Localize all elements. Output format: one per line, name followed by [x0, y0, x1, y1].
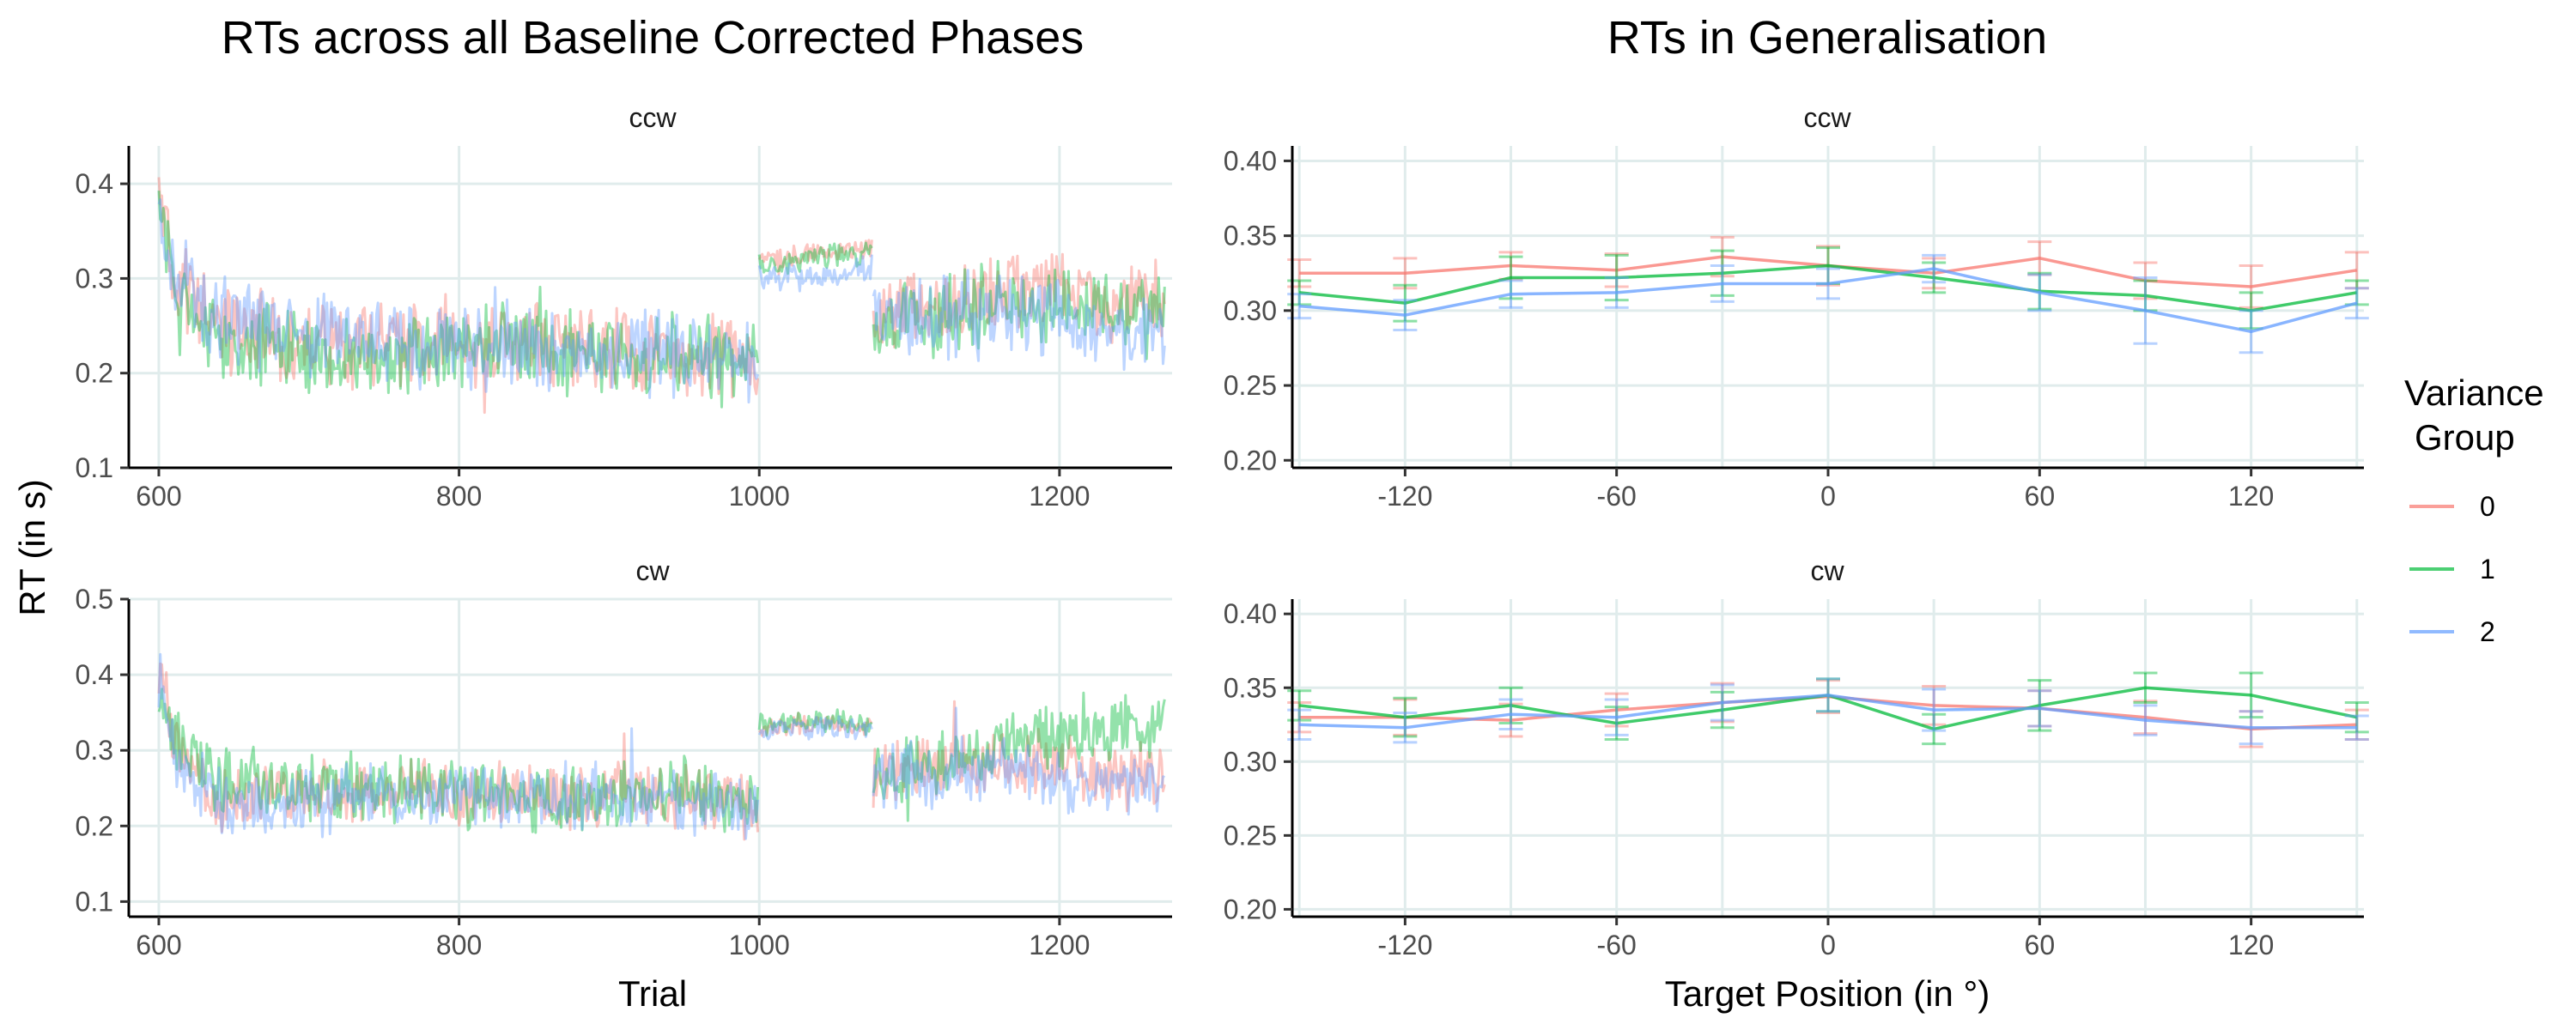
y-tick-label: 0.4	[76, 659, 113, 690]
line-series-2	[1299, 267, 2358, 334]
x-tick-label: -60	[1597, 930, 1637, 960]
panel-right-top: -120 -60 0 60 120 0.20 0.25 0.30 0.35 0.40	[1224, 145, 2369, 512]
x-tick-label: 60	[2025, 481, 2056, 512]
trace-series-0	[758, 712, 873, 737]
x-tick-label: 0	[1820, 930, 1836, 960]
y-tick-label: 0.20	[1224, 894, 1277, 924]
facet-label-left-top: ccw	[629, 102, 677, 133]
legend-title-line2: Group	[2415, 417, 2515, 457]
y-tick-label: 0.40	[1224, 598, 1277, 629]
legend-label-2: 2	[2480, 616, 2495, 647]
y-tick-label: 0.20	[1224, 445, 1277, 476]
x-tick-label: 1200	[1029, 481, 1090, 512]
legend: Variance Group 0 1 2	[2404, 373, 2544, 647]
trace-series-0	[157, 177, 759, 415]
trace-series-1	[757, 241, 873, 276]
trace-series-0	[757, 239, 873, 276]
x-tick-label: 600	[136, 930, 181, 960]
facet-label-right-bottom: cw	[1810, 555, 1844, 586]
y-tick-label: 0.40	[1224, 145, 1277, 176]
trace-series-1	[757, 708, 873, 737]
trace-series-2	[157, 198, 759, 404]
trace-series-2	[757, 715, 873, 741]
y-tick-label: 0.3	[76, 735, 113, 766]
x-tick-label: 1000	[729, 481, 790, 512]
y-tick-label: 0.4	[76, 168, 113, 199]
y-tick-label: 0.1	[76, 886, 113, 917]
y-tick-label: 0.25	[1224, 820, 1277, 851]
trace-series-2	[872, 269, 1166, 372]
trace-series-2	[872, 706, 1166, 816]
panel-left-top: 600 800 1000 1200 0.1 0.2 0.3 0.4	[76, 146, 1172, 512]
x-tick-label: -120	[1377, 930, 1432, 960]
x-tick-label: 1200	[1029, 930, 1090, 960]
trace-series-2	[757, 254, 873, 293]
x-tick-label: 60	[2025, 930, 2056, 960]
trace-series-0	[872, 252, 1166, 348]
y-tick-label: 0.30	[1224, 746, 1277, 777]
y-tick-label: 0.35	[1224, 221, 1277, 251]
y-tick-label: 0.25	[1224, 370, 1277, 401]
y-tick-label: 0.2	[76, 358, 113, 389]
x-tick-label: -60	[1597, 481, 1637, 512]
y-tick-label: 0.1	[76, 452, 113, 483]
line-series-2	[1299, 694, 2357, 730]
line-series-1	[1299, 264, 2358, 312]
trace-series-1	[157, 191, 759, 409]
x-tick-label: 800	[436, 481, 482, 512]
y-tick-label: 0.30	[1224, 295, 1277, 326]
x-tick-label: 0	[1820, 481, 1836, 512]
trace-series-0	[872, 700, 1166, 813]
trace-series-0	[157, 662, 759, 841]
panel-left-bottom: 600 800 1000 1200 0.1 0.2 0.3 0.4 0.5	[76, 584, 1172, 960]
x-tick-label: 800	[436, 930, 482, 960]
panel-right-bottom: -120 -60 0 60 120 0.20 0.25 0.30 0.35 0.40	[1224, 598, 2369, 960]
x-axis-title-left: Trial	[618, 973, 687, 1014]
y-tick-label: 0.2	[76, 810, 113, 841]
trace-series-1	[157, 688, 759, 834]
trace-series-1	[872, 259, 1166, 360]
left-chart-title: RTs across all Baseline Corrected Phases	[222, 12, 1084, 64]
legend-label-0: 0	[2480, 491, 2495, 522]
x-tick-label: 120	[2228, 481, 2274, 512]
y-tick-label: 0.35	[1224, 672, 1277, 703]
legend-title-line1: Variance	[2404, 373, 2544, 413]
y-tick-label: 0.3	[76, 263, 113, 294]
trace-series-2	[157, 652, 759, 840]
y-tick-label: 0.5	[76, 584, 113, 615]
facet-label-right-top: ccw	[1803, 102, 1851, 133]
x-tick-label: 120	[2228, 930, 2274, 960]
legend-label-1: 1	[2480, 554, 2495, 585]
y-axis-title: RT (in s)	[12, 479, 52, 615]
x-tick-label: 600	[136, 481, 181, 512]
trace-series-1	[872, 691, 1166, 822]
x-tick-label: 1000	[729, 930, 790, 960]
right-chart-title: RTs in Generalisation	[1607, 12, 2047, 64]
x-axis-title-right: Target Position (in °)	[1665, 973, 1990, 1014]
x-tick-label: -120	[1377, 481, 1432, 512]
facet-label-left-bottom: cw	[635, 555, 670, 586]
